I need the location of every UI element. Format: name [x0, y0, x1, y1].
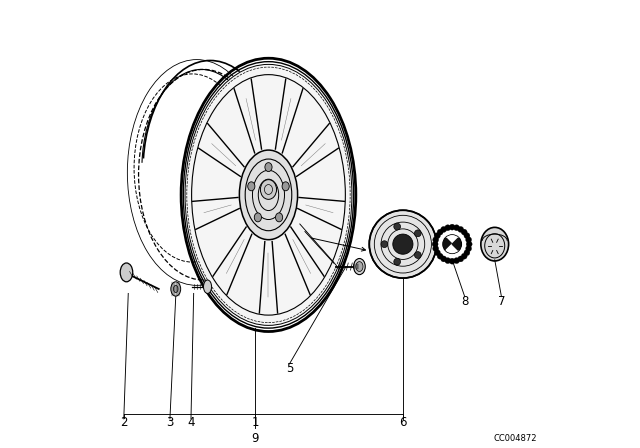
Ellipse shape: [458, 256, 463, 262]
Ellipse shape: [381, 241, 388, 248]
Ellipse shape: [461, 229, 467, 235]
Wedge shape: [446, 236, 458, 244]
Text: 4: 4: [188, 416, 195, 430]
Ellipse shape: [458, 226, 463, 233]
Ellipse shape: [435, 250, 440, 256]
Text: 3: 3: [166, 416, 173, 430]
Ellipse shape: [171, 282, 180, 296]
Ellipse shape: [445, 225, 451, 231]
Ellipse shape: [393, 234, 413, 254]
Ellipse shape: [394, 223, 401, 230]
Ellipse shape: [437, 229, 443, 235]
Text: 7: 7: [498, 294, 505, 308]
Ellipse shape: [464, 233, 470, 239]
Ellipse shape: [248, 182, 255, 191]
Ellipse shape: [481, 227, 509, 261]
Ellipse shape: [204, 280, 212, 293]
Ellipse shape: [265, 163, 272, 172]
Ellipse shape: [454, 258, 460, 263]
Ellipse shape: [464, 250, 470, 256]
Wedge shape: [444, 238, 452, 250]
Wedge shape: [446, 244, 458, 253]
Ellipse shape: [394, 258, 401, 265]
Text: 5: 5: [286, 362, 293, 375]
Ellipse shape: [120, 263, 132, 282]
Ellipse shape: [461, 253, 467, 259]
Ellipse shape: [466, 241, 472, 247]
Ellipse shape: [275, 213, 283, 222]
Text: 9: 9: [252, 431, 259, 445]
Text: 8: 8: [461, 294, 468, 308]
Ellipse shape: [466, 246, 472, 251]
Ellipse shape: [353, 258, 365, 275]
Text: 2: 2: [120, 416, 127, 430]
Text: CC004872: CC004872: [494, 434, 538, 443]
Ellipse shape: [173, 285, 178, 293]
Ellipse shape: [445, 258, 451, 263]
Ellipse shape: [415, 230, 421, 237]
Ellipse shape: [454, 225, 460, 231]
Ellipse shape: [239, 150, 298, 240]
Ellipse shape: [449, 258, 455, 264]
Ellipse shape: [466, 237, 472, 243]
Ellipse shape: [443, 235, 461, 254]
Ellipse shape: [282, 182, 289, 191]
Ellipse shape: [184, 64, 353, 326]
Ellipse shape: [433, 237, 438, 243]
Ellipse shape: [441, 226, 447, 233]
Ellipse shape: [433, 246, 438, 251]
Text: 6: 6: [399, 416, 406, 430]
Ellipse shape: [356, 262, 363, 271]
Ellipse shape: [260, 180, 276, 199]
Ellipse shape: [254, 213, 262, 222]
Text: 1: 1: [252, 416, 259, 430]
Ellipse shape: [441, 256, 447, 262]
Ellipse shape: [435, 233, 440, 239]
Ellipse shape: [432, 241, 438, 247]
Ellipse shape: [449, 224, 455, 230]
Ellipse shape: [369, 210, 436, 278]
Wedge shape: [452, 238, 461, 250]
Ellipse shape: [415, 252, 421, 258]
Ellipse shape: [437, 253, 443, 259]
